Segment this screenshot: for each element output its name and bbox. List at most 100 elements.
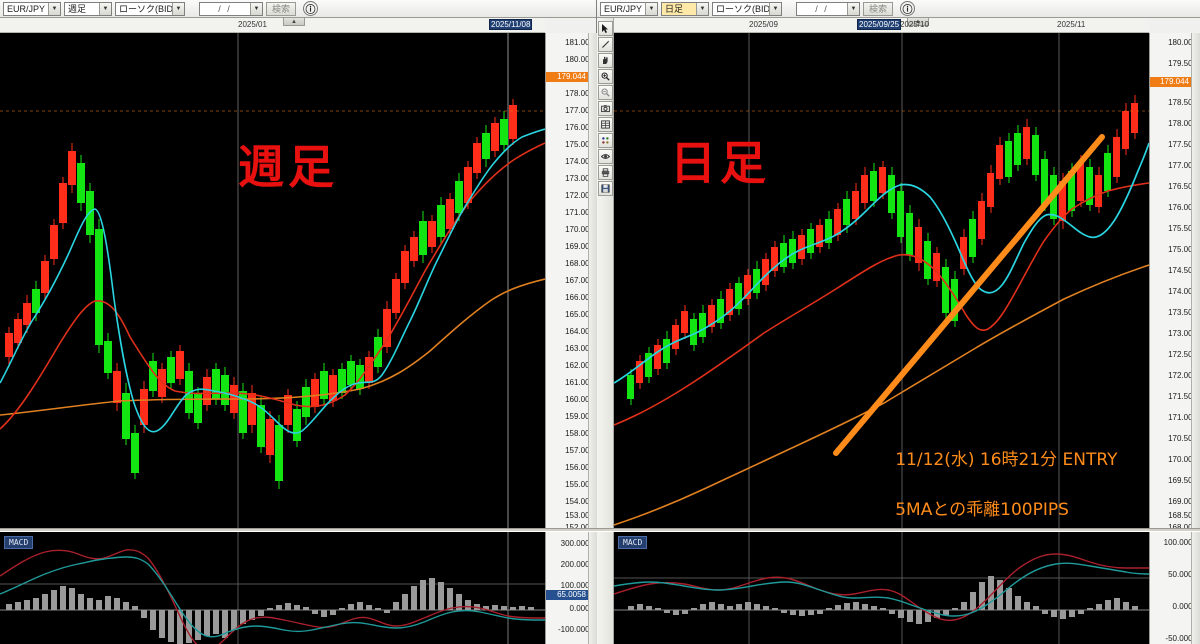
weekly-date-tick-selected: 2025/11/08	[489, 19, 533, 30]
chevron-down-icon[interactable]: ▼	[99, 2, 111, 15]
weekly-toolbar: EUR/JPY ▼ 週足 ▼ ローソク(BID) ▼ / / ▼ 検索 ⓘ	[0, 0, 596, 18]
weekly-macd-signal	[0, 556, 545, 638]
weekly-price-axis[interactable]: 181.000 180.000 179.044 178.000 177.000 …	[545, 33, 597, 532]
weekly-macd-canvas	[0, 532, 545, 644]
weekly-axis-scrollbar[interactable]	[588, 33, 597, 528]
price-tick: 175.000	[1168, 245, 1197, 254]
chevron-down-icon[interactable]: ▼	[250, 2, 262, 15]
weekly-ma-mid	[0, 142, 545, 430]
price-tick: 167.000	[565, 276, 594, 285]
price-tick: 176.000	[565, 123, 594, 132]
price-tick: 171.000	[565, 208, 594, 217]
weekly-timeframe-value: 週足	[68, 3, 87, 14]
chevron-down-icon[interactable]: ▼	[769, 2, 781, 15]
hand-tool-icon[interactable]	[598, 53, 613, 68]
daily-chart-type-value: ローソク(BID)	[716, 3, 769, 14]
daily-currency-pair-value: EUR/JPY	[604, 3, 643, 14]
cursor-tool-icon[interactable]	[598, 21, 613, 36]
daily-current-price-badge: 179.044	[1150, 77, 1192, 87]
daily-timeframe-value: 日足	[662, 2, 696, 15]
price-tick: 158.000	[565, 429, 594, 438]
daily-macd-chart[interactable]: MACD	[614, 532, 1149, 644]
price-tick: 162.000	[565, 361, 594, 370]
price-tick: 159.000	[565, 412, 594, 421]
weekly-macd-line	[0, 549, 545, 644]
daily-macd-axis[interactable]: 100.0000 50.0000 0.0000 -50.0000	[1149, 532, 1200, 644]
weekly-date-tick: 2025/01	[238, 20, 267, 29]
chevron-down-icon[interactable]: ▼	[847, 2, 859, 15]
drawing-tools-palette	[597, 18, 614, 644]
price-tick: 173.000	[565, 174, 594, 183]
zoom-out-tool-icon[interactable]	[598, 85, 613, 100]
price-tick: 174.500	[1168, 266, 1197, 275]
daily-ruler-grip[interactable]: ▲	[907, 18, 929, 26]
weekly-date-ruler[interactable]: ▲ 2025/01 2025/11/08	[0, 18, 545, 33]
pencil-tool-icon[interactable]	[598, 37, 613, 52]
price-tick: 170.500	[1168, 434, 1197, 443]
chevron-down-icon[interactable]: ▼	[696, 2, 708, 15]
macd-tick: 300.0000	[560, 539, 594, 548]
table-tool-icon[interactable]	[598, 117, 613, 132]
daily-ma-short	[614, 142, 1149, 384]
weekly-timeframe-select[interactable]: 週足 ▼	[64, 1, 112, 16]
info-icon[interactable]: ⓘ	[900, 1, 915, 16]
daily-macd-canvas	[614, 532, 1149, 644]
price-tick: 175.500	[1168, 224, 1197, 233]
save-tool-icon[interactable]	[598, 181, 613, 196]
weekly-macd-badge: MACD	[4, 536, 34, 549]
price-tick: 171.500	[1168, 392, 1197, 401]
daily-search-button[interactable]: 検索	[863, 1, 893, 16]
eye-visibility-tool-icon[interactable]	[598, 149, 613, 164]
weekly-date-value: / /	[218, 3, 232, 14]
daily-macd-signal	[614, 562, 1149, 617]
printer-tool-icon[interactable]	[598, 165, 613, 180]
price-tick: 177.000	[565, 106, 594, 115]
weekly-macd-axis[interactable]: 300.0000 200.0000 100.0000 65.0058 0.000…	[545, 532, 597, 644]
price-tick: 174.000	[1168, 287, 1197, 296]
weekly-currency-pair-select[interactable]: EUR/JPY ▼	[3, 1, 61, 16]
price-tick: 177.500	[1168, 140, 1197, 149]
daily-date-ruler[interactable]: ▲ 2025/09 2025/09/25 2025/10 2025/11	[614, 18, 1149, 33]
price-tick: 172.000	[565, 191, 594, 200]
daily-date-select[interactable]: / / ▼	[796, 1, 860, 16]
weekly-chart-panel: EUR/JPY ▼ 週足 ▼ ローソク(BID) ▼ / / ▼ 検索 ⓘ ▲ …	[0, 0, 597, 644]
price-tick: 172.500	[1168, 350, 1197, 359]
daily-price-chart[interactable]: 日足 11/12(水) 16時21分 ENTRY 5MAとの乖離100PIPS …	[614, 33, 1149, 528]
macd-tick: 0.0000	[569, 604, 594, 613]
weekly-macd-axis-scrollbar[interactable]	[588, 532, 597, 644]
macd-tick: 0.0000	[1172, 602, 1197, 611]
indicator-dots-tool-icon[interactable]	[598, 133, 613, 148]
price-tick: 154.000	[565, 497, 594, 506]
daily-chart-type-select[interactable]: ローソク(BID) ▼	[712, 1, 782, 16]
weekly-macd-chart[interactable]: MACD	[0, 532, 545, 644]
price-tick: 165.000	[565, 310, 594, 319]
daily-currency-pair-select[interactable]: EUR/JPY ▼	[600, 1, 658, 16]
price-tick: 178.000	[1168, 119, 1197, 128]
weekly-search-button[interactable]: 検索	[266, 1, 296, 16]
price-tick: 152.000	[565, 523, 594, 532]
daily-timeframe-select[interactable]: 日足 ▼	[661, 1, 709, 16]
chevron-down-icon[interactable]: ▼	[48, 2, 60, 15]
info-icon[interactable]: ⓘ	[303, 1, 318, 16]
weekly-date-select[interactable]: / / ▼	[199, 1, 263, 16]
daily-price-axis[interactable]: 180.000 179.500 179.044 178.500 178.000 …	[1149, 33, 1200, 532]
macd-tick: 50.0000	[1168, 570, 1197, 579]
daily-axis-scrollbar[interactable]	[1191, 33, 1200, 528]
price-tick: 157.000	[565, 446, 594, 455]
daily-macd-axis-scrollbar[interactable]	[1191, 532, 1200, 644]
weekly-ma-short	[0, 128, 545, 434]
snapshot-tool-icon[interactable]	[598, 101, 613, 116]
chevron-down-icon[interactable]: ▼	[172, 2, 184, 15]
weekly-ruler-grip[interactable]: ▲	[283, 18, 305, 26]
zoom-in-tool-icon[interactable]	[598, 69, 613, 84]
macd-tick: -100.0000	[557, 625, 594, 634]
price-tick: 169.000	[1168, 497, 1197, 506]
chevron-down-icon[interactable]: ▼	[645, 2, 657, 15]
weekly-chart-type-select[interactable]: ローソク(BID) ▼	[115, 1, 185, 16]
weekly-price-chart[interactable]: 週足	[0, 33, 545, 528]
weekly-panel-divider	[0, 528, 597, 532]
daily-macd-badge: MACD	[618, 536, 648, 549]
price-tick: 156.000	[565, 463, 594, 472]
price-tick: 164.000	[565, 327, 594, 336]
